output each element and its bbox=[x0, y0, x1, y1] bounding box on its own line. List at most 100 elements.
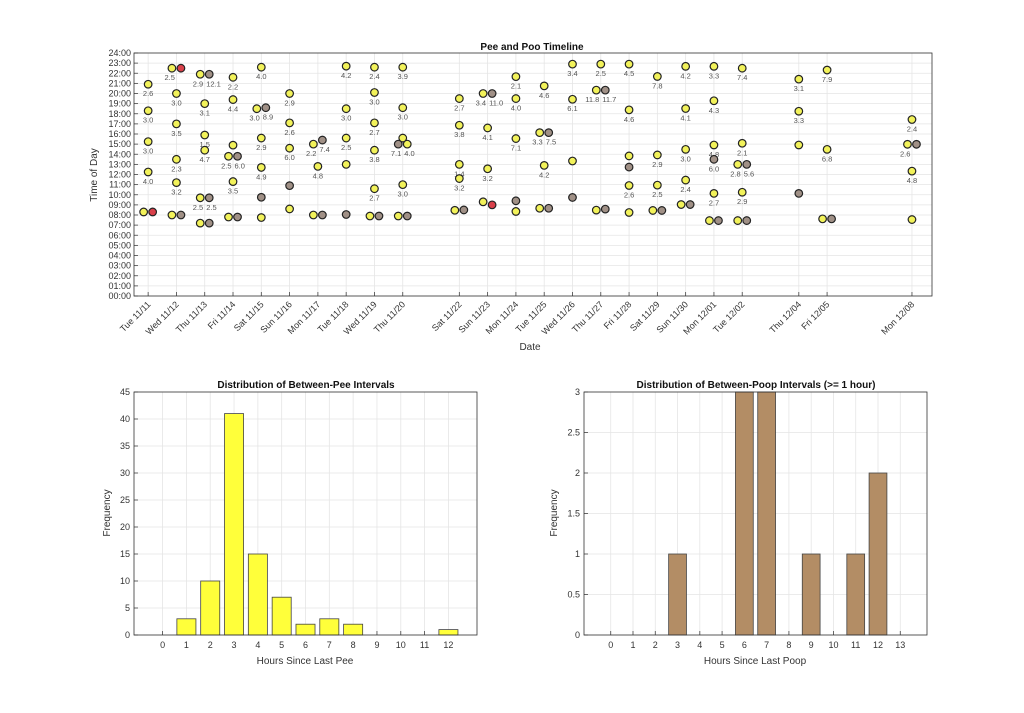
interval-label: 2.3 bbox=[171, 164, 181, 173]
y-tick-label: 40 bbox=[120, 414, 130, 424]
y-tick-label: 16:00 bbox=[108, 129, 131, 139]
pee-point bbox=[511, 207, 521, 216]
timeline-chart: Pee and Poo Timeline Date Time of Day 00… bbox=[89, 42, 933, 353]
interval-label: 4.2 bbox=[539, 170, 549, 179]
interval-label: 3.4 bbox=[567, 69, 577, 78]
x-tick-label: 6 bbox=[303, 640, 308, 650]
histogram-bar bbox=[319, 618, 340, 636]
interval-label: 6.1 bbox=[567, 104, 577, 113]
interval-label: 2.9 bbox=[256, 143, 266, 152]
poop-point bbox=[402, 211, 412, 221]
interval-label: 2.9 bbox=[652, 160, 662, 169]
x-tick-label: 12 bbox=[443, 640, 453, 650]
pee-point bbox=[228, 72, 238, 82]
y-tick-label: 2.5 bbox=[567, 428, 580, 438]
x-tick-label: 8 bbox=[786, 640, 791, 650]
pee-point bbox=[676, 200, 686, 209]
pee-point bbox=[308, 139, 318, 149]
pee-point bbox=[652, 72, 662, 81]
pee-point bbox=[228, 177, 238, 186]
interval-label: 2.8 bbox=[730, 169, 740, 178]
interval-label: 1.5 bbox=[200, 140, 210, 149]
poop-point bbox=[233, 212, 242, 222]
interval-label: 2.5 bbox=[193, 203, 203, 212]
poop-point bbox=[714, 216, 723, 225]
y-tick-label: 24:00 bbox=[108, 48, 131, 58]
interval-label: 3.1 bbox=[200, 109, 210, 118]
interval-label: 2.7 bbox=[369, 194, 379, 203]
poop-point bbox=[233, 151, 242, 161]
interval-label: 11.8 bbox=[585, 95, 599, 104]
interval-label: 11.7 bbox=[602, 95, 616, 104]
y-tick-label: 10:00 bbox=[108, 190, 131, 200]
pee-point bbox=[652, 180, 662, 190]
interval-label: 3.3 bbox=[794, 116, 804, 125]
pee-point bbox=[228, 95, 238, 104]
x-tick-label: 4 bbox=[697, 640, 702, 650]
interval-label: 3.2 bbox=[482, 174, 492, 183]
poop-point bbox=[176, 210, 186, 220]
interval-label: 3.3 bbox=[532, 138, 542, 147]
y-tick-label: 3 bbox=[575, 387, 580, 397]
pee-point bbox=[483, 123, 493, 133]
poop-point bbox=[204, 193, 214, 203]
pee-point bbox=[596, 59, 606, 69]
pee-point bbox=[228, 140, 238, 150]
pee-point bbox=[256, 163, 266, 172]
x-tick-label: 1 bbox=[184, 640, 189, 650]
pee-point bbox=[624, 151, 634, 161]
pee-point bbox=[195, 193, 205, 203]
x-tick-label: 12 bbox=[873, 640, 883, 650]
pee-point bbox=[224, 212, 233, 222]
y-tick-label: 25 bbox=[120, 495, 130, 505]
pee-point bbox=[737, 63, 747, 73]
pee-point bbox=[398, 133, 408, 143]
x-tick-label: Thu 12/04 bbox=[767, 299, 803, 335]
interval-label: 6.0 bbox=[709, 164, 719, 173]
y-tick-label: 20 bbox=[120, 522, 130, 532]
x-tick-label: 3 bbox=[232, 640, 237, 650]
x-tick-label: 0 bbox=[608, 640, 613, 650]
interval-label: 4.0 bbox=[256, 72, 266, 81]
interval-label: 4.8 bbox=[709, 150, 719, 159]
y-tick-label: 15:00 bbox=[108, 139, 131, 149]
x-tick-label: 1 bbox=[630, 640, 635, 650]
plot-frame bbox=[583, 391, 928, 636]
y-tick-label: 00:00 bbox=[108, 291, 131, 301]
histogram-bar bbox=[343, 623, 364, 636]
interval-label: 7.4 bbox=[737, 73, 747, 82]
interval-label: 3.0 bbox=[398, 113, 408, 122]
interval-label: 4.0 bbox=[404, 149, 414, 158]
pee-point bbox=[511, 134, 521, 143]
pee-point bbox=[568, 94, 577, 104]
x-tick-label: 5 bbox=[720, 640, 725, 650]
poop-hist-title: Distribution of Between-Poop Intervals (… bbox=[637, 380, 876, 391]
pee-point bbox=[733, 216, 743, 225]
y-tick-label: 30 bbox=[120, 468, 130, 478]
y-tick-label: 0.5 bbox=[567, 590, 580, 600]
poop-point bbox=[600, 85, 610, 95]
poop-point bbox=[393, 139, 403, 149]
histogram-bar bbox=[868, 472, 888, 636]
x-tick-label: Thu 11/20 bbox=[372, 299, 407, 334]
pee-point bbox=[256, 213, 266, 222]
y-tick-label: 20:00 bbox=[108, 89, 131, 99]
pee-point bbox=[539, 81, 549, 91]
x-tick-label: 9 bbox=[374, 640, 379, 650]
y-tick-label: 07:00 bbox=[108, 220, 131, 230]
interval-label: 4.2 bbox=[680, 71, 690, 80]
interval-label: 3.8 bbox=[454, 130, 464, 139]
y-tick-label: 08:00 bbox=[108, 210, 131, 220]
interval-label: 3.0 bbox=[143, 116, 153, 125]
x-tick-label: Thu 11/13 bbox=[174, 299, 209, 334]
interval-label: 3.3 bbox=[709, 71, 719, 80]
y-tick-label: 09:00 bbox=[108, 200, 131, 210]
pee-point bbox=[370, 184, 379, 194]
x-tick-label: 7 bbox=[764, 640, 769, 650]
pee-point bbox=[398, 62, 408, 72]
interval-label: 3.9 bbox=[398, 72, 408, 81]
interval-label: 3.0 bbox=[369, 97, 379, 106]
pee-point bbox=[818, 214, 827, 224]
pee-point bbox=[172, 119, 181, 129]
